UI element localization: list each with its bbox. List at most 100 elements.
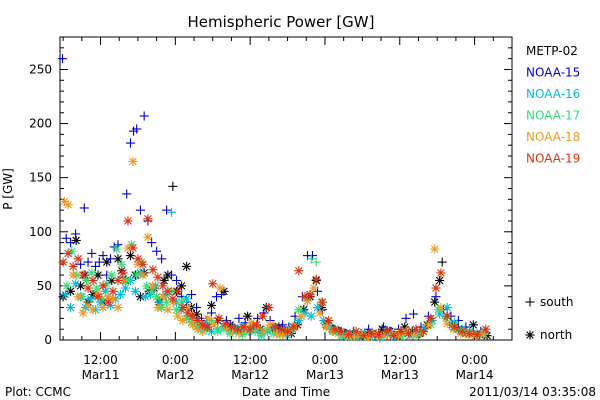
data-point-noaa-19-north bbox=[226, 322, 236, 332]
data-point-noaa-19-north bbox=[78, 270, 88, 280]
data-point-noaa-18-north bbox=[108, 294, 118, 304]
legend-entry: NOAA-19 bbox=[526, 152, 580, 166]
data-point-noaa-19-north bbox=[403, 328, 414, 339]
x-tick-date-label: Mar13 bbox=[306, 368, 344, 382]
data-point-noaa-15-south bbox=[401, 313, 411, 323]
data-point-noaa-19-north bbox=[264, 302, 274, 313]
data-point-noaa-16-north bbox=[71, 279, 81, 289]
data-point-noaa-18-north bbox=[309, 283, 319, 293]
data-point-noaa-15-south bbox=[135, 205, 145, 215]
y-axis: 0 50 100 150 200 250 bbox=[29, 36, 512, 347]
data-point-noaa-19-north bbox=[450, 322, 460, 332]
data-point-noaa-15-south bbox=[105, 254, 116, 264]
data-point-metp-02-north bbox=[206, 300, 217, 310]
data-point-noaa-19-north bbox=[418, 326, 429, 336]
x-tick-time-label: 0:00 bbox=[461, 353, 488, 367]
data-point-noaa-19-north bbox=[83, 283, 93, 293]
data-point-noaa-18-north bbox=[113, 302, 123, 313]
data-point-noaa-19-north bbox=[214, 313, 224, 323]
data-point-noaa-19-north bbox=[351, 326, 361, 336]
data-point-noaa-19-north bbox=[396, 326, 406, 336]
y-tick-label: 200 bbox=[29, 117, 52, 131]
data-point-noaa-19-north bbox=[283, 326, 293, 336]
data-point-noaa-15-south bbox=[90, 261, 101, 271]
y-tick-label: 50 bbox=[37, 279, 52, 293]
data-point-noaa-18-north bbox=[215, 283, 225, 293]
series-noaa-18 bbox=[59, 156, 488, 342]
data-point-noaa-19-north bbox=[118, 268, 128, 278]
data-point-noaa-19-north bbox=[208, 279, 218, 289]
data-point-noaa-19-north bbox=[270, 322, 280, 332]
data-point-metp-02-north bbox=[243, 311, 253, 321]
data-point-noaa-19-north bbox=[128, 243, 138, 253]
data-point-noaa-19-north bbox=[58, 257, 68, 267]
data-point-noaa-15-south bbox=[234, 313, 244, 323]
data-point-noaa-15-south bbox=[71, 229, 81, 239]
data-point-noaa-17-north bbox=[62, 281, 72, 291]
data-point-noaa-17-north bbox=[92, 283, 102, 293]
data-point-noaa-18-north bbox=[163, 305, 173, 315]
data-point-noaa-15-south bbox=[211, 292, 222, 302]
plot-frame bbox=[59, 36, 513, 341]
data-point-noaa-19-north bbox=[245, 324, 255, 334]
data-point-noaa-17-north bbox=[213, 326, 223, 336]
data-point-noaa-17-north bbox=[132, 270, 142, 280]
data-point-noaa-15-south bbox=[139, 111, 149, 121]
data-point-noaa-19-north bbox=[88, 275, 98, 286]
data-point-noaa-15-south bbox=[125, 138, 135, 148]
data-point-noaa-15-south bbox=[122, 189, 132, 199]
data-point-noaa-15-south bbox=[57, 54, 68, 64]
data-point-noaa-18-north bbox=[153, 302, 163, 313]
data-point-noaa-15-south bbox=[431, 292, 441, 302]
data-point-noaa-18-north bbox=[148, 281, 158, 291]
data-point-metp-02-north bbox=[113, 254, 123, 264]
data-point-noaa-18-north bbox=[68, 270, 78, 280]
x-tick-date-label: Mar11 bbox=[82, 368, 120, 382]
data-point-noaa-19-north bbox=[258, 311, 268, 321]
chart-title: Hemispheric Power [GW] bbox=[188, 13, 375, 31]
data-point-noaa-19-north bbox=[305, 289, 315, 300]
data-point-noaa-16-north bbox=[61, 289, 71, 300]
data-point-noaa-15-south bbox=[94, 257, 104, 267]
marker-key: south north bbox=[525, 295, 574, 342]
data-point-noaa-19-north bbox=[465, 328, 475, 339]
data-point-noaa-19-north bbox=[336, 326, 346, 336]
data-point-noaa-19-north bbox=[294, 266, 304, 276]
data-point-noaa-19-north bbox=[233, 324, 243, 334]
data-point-noaa-18-north bbox=[436, 302, 446, 313]
data-point-noaa-18-north bbox=[296, 311, 306, 321]
data-point-metp-02-north bbox=[182, 261, 192, 271]
south-marker-icon bbox=[525, 297, 535, 307]
data-point-noaa-19-north bbox=[442, 311, 452, 321]
marker-key-label: north bbox=[540, 328, 572, 342]
data-point-metp-02-north bbox=[71, 235, 81, 245]
data-point-noaa-19-north bbox=[374, 330, 384, 340]
data-point-noaa-15-south bbox=[312, 286, 323, 296]
data-point-noaa-17-north bbox=[112, 244, 122, 254]
data-point-metp-02-north bbox=[102, 257, 112, 267]
data-point-noaa-18-north bbox=[203, 313, 213, 323]
data-point-noaa-15-south bbox=[79, 203, 89, 213]
data-point-noaa-15-south bbox=[157, 254, 167, 264]
data-point-noaa-19-north bbox=[366, 328, 376, 339]
data-point-noaa-19-north bbox=[203, 322, 213, 332]
data-point-noaa-15-south bbox=[191, 302, 202, 313]
data-point-noaa-18-north bbox=[143, 232, 153, 242]
data-point-noaa-18-north bbox=[259, 326, 269, 336]
data-point-noaa-19-north bbox=[426, 313, 436, 323]
x-tick-time-label: 12:00 bbox=[233, 353, 268, 367]
data-point-metp-02-north bbox=[430, 297, 440, 307]
data-point-metp-02-north bbox=[66, 286, 76, 296]
data-point-noaa-19-north bbox=[183, 308, 193, 318]
data-point-noaa-19-north bbox=[148, 265, 158, 275]
north-marker-icon bbox=[525, 330, 535, 340]
data-point-noaa-15-south bbox=[307, 251, 318, 261]
data-point-noaa-17-north bbox=[107, 270, 117, 280]
x-tick-date-label: Mar14 bbox=[456, 368, 494, 382]
data-point-noaa-15-south bbox=[206, 308, 217, 318]
data-point-noaa-19-north bbox=[158, 281, 168, 291]
data-point-noaa-17-north bbox=[162, 297, 172, 307]
data-point-noaa-19-north bbox=[220, 319, 230, 329]
data-point-noaa-19-north bbox=[436, 268, 446, 278]
